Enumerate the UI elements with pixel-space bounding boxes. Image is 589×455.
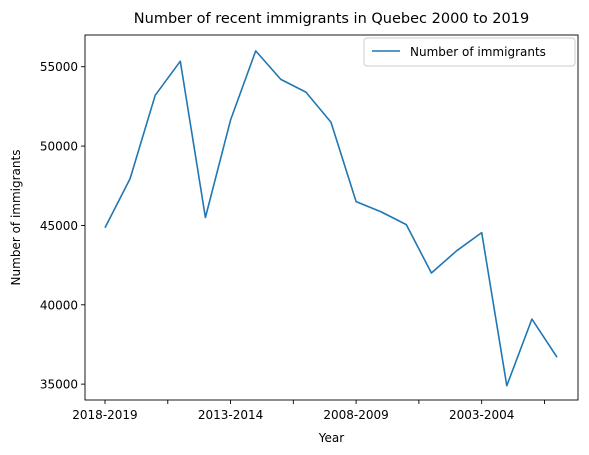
series-line-immigrants — [104, 50, 558, 387]
y-axis: 35000 40000 45000 50000 55000 — [40, 60, 85, 392]
legend: Number of immigrants — [363, 37, 576, 67]
x-tick-label: 2003-2004 — [449, 408, 514, 422]
x-axis-label: Year — [318, 431, 344, 445]
chart-title: Number of recent immigrants in Quebec 20… — [134, 11, 529, 27]
y-tick-label: 55000 — [40, 60, 78, 74]
y-axis-label: Number of immigrants — [9, 150, 23, 286]
x-tick-label: 2008-2009 — [323, 408, 388, 422]
x-axis: 2018-2019 2013-2014 2008-2009 2003-2004 — [72, 400, 545, 422]
y-tick-label: 40000 — [40, 298, 78, 312]
y-tick-label: 45000 — [40, 219, 78, 233]
plot-area — [84, 34, 579, 401]
legend-box — [363, 37, 576, 67]
y-tick-label: 50000 — [40, 140, 78, 154]
series-points — [104, 50, 558, 386]
legend-label: Number of immigrants — [410, 45, 546, 59]
x-tick-label: 2013-2014 — [198, 408, 263, 422]
x-tick-label: 2018-2019 — [72, 408, 137, 422]
y-tick-label: 35000 — [40, 378, 78, 392]
